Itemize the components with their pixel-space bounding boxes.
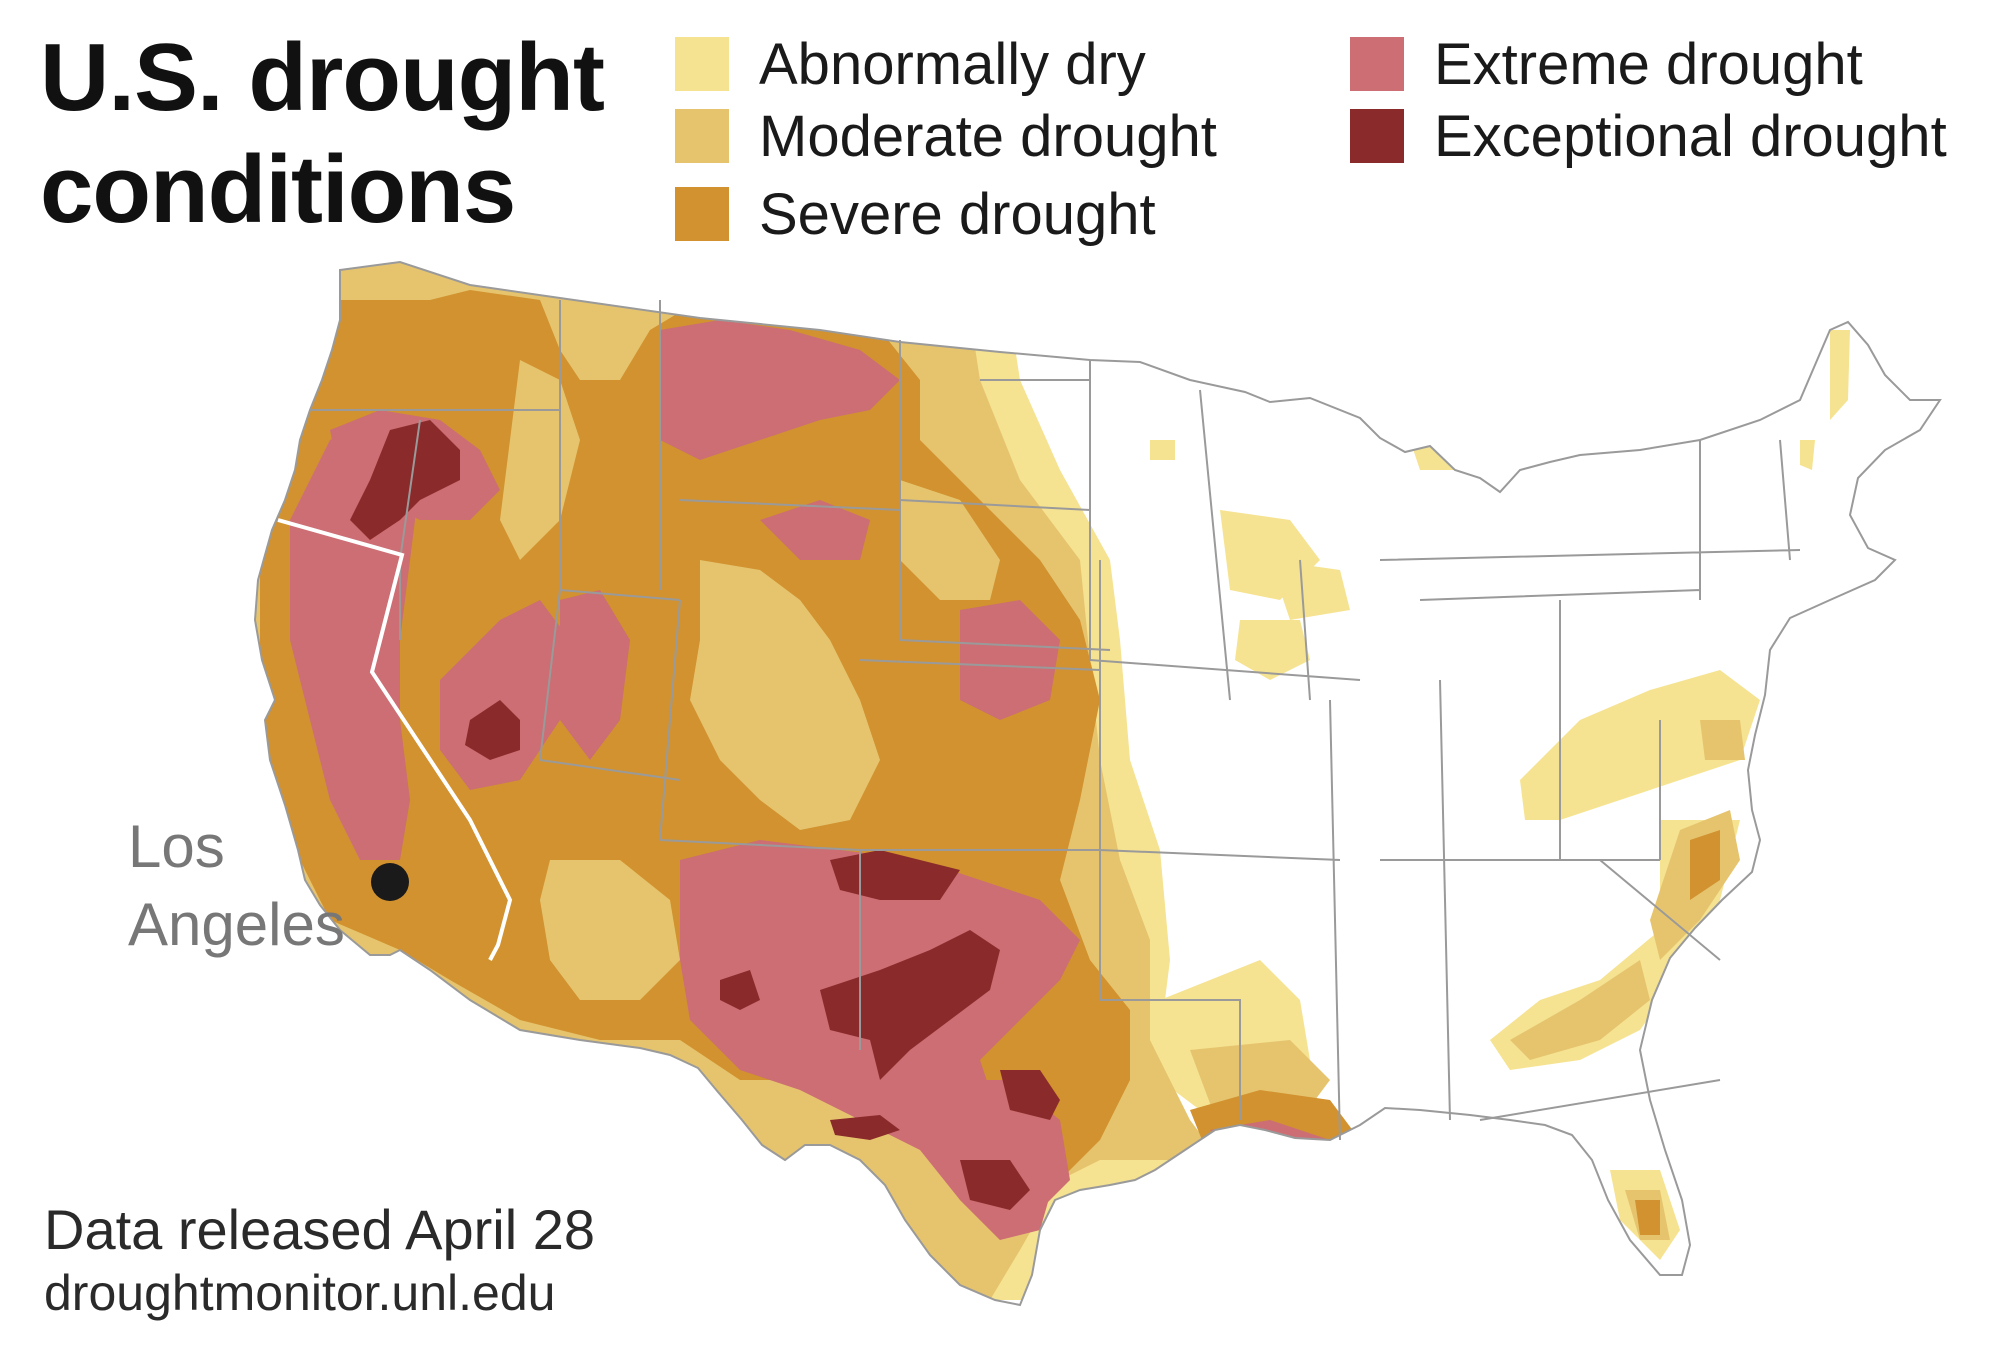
city-label-line-1: Los <box>128 813 225 880</box>
zone-d1-dakota <box>900 480 1000 600</box>
los-angeles-marker <box>371 863 409 901</box>
legend-label-moderate-drought: Moderate drought <box>759 103 1217 169</box>
map-title: U.S. drought conditions <box>40 22 660 246</box>
zone-d2-carolina <box>1690 830 1720 900</box>
zone-d4-oregon <box>350 420 460 540</box>
zone-d4-newmexico <box>820 930 1000 1080</box>
zone-d4-sw-blob <box>720 970 760 1010</box>
zone-d4-texas-south <box>960 1160 1030 1210</box>
legend-swatch-moderate-drought <box>675 109 729 163</box>
zone-d4-west-texas <box>830 1115 900 1140</box>
legend-label-severe-drought: Severe drought <box>759 181 1156 247</box>
legend-swatch-exceptional-drought <box>1350 109 1404 163</box>
zone-d3-montana <box>660 320 900 460</box>
title-line-1: U.S. drought <box>40 24 605 131</box>
legend-item-extreme-drought: Extreme drought <box>1350 32 1863 97</box>
legend-swatch-abnormally-dry <box>675 37 729 91</box>
zone-d4-panhandle <box>830 850 960 900</box>
drought-map <box>254 261 1941 1306</box>
california-border <box>277 518 513 961</box>
zone-d0-maine <box>1830 330 1850 420</box>
data-source: droughtmonitor.unl.edu <box>44 1265 556 1321</box>
legend-label-extreme-drought: Extreme drought <box>1434 31 1863 97</box>
legend-label-exceptional-drought: Exceptional drought <box>1434 103 1947 169</box>
zone-d3-california <box>290 420 420 860</box>
zone-d3-wyoming <box>760 500 870 560</box>
zone-d1-southeast <box>1510 960 1650 1060</box>
city-label-line-2: Angeles <box>128 891 345 958</box>
footer: Data released April 28 droughtmonitor.un… <box>44 1198 595 1324</box>
data-release-date: Data released April 28 <box>44 1198 596 1261</box>
legend-item-moderate-drought: Moderate drought <box>675 104 1217 169</box>
layer-exceptional-drought <box>350 420 1060 1210</box>
los-angeles-label: Los Angeles <box>128 808 345 964</box>
border-lines <box>310 300 1801 1141</box>
legend-item-exceptional-drought: Exceptional drought <box>1350 104 1947 169</box>
zone-d4-texas <box>1000 1070 1060 1120</box>
zone-d0-minnesota <box>1150 440 1175 460</box>
zone-d1-maryland <box>1700 720 1745 760</box>
zone-d0-illinois <box>1235 620 1310 680</box>
zone-d1-arizona <box>540 860 680 1000</box>
legend-swatch-extreme-drought <box>1350 37 1404 91</box>
zone-d0-appalachia <box>1520 670 1760 820</box>
zone-d1-wyoming <box>690 560 880 830</box>
zone-d0-vermont <box>1800 440 1815 470</box>
zone-d0-ohio <box>1270 560 1350 620</box>
zone-d3-nebraska <box>960 600 1060 720</box>
zone-d2-florida <box>1635 1200 1660 1235</box>
drought-layers <box>255 262 1850 1300</box>
legend: Abnormally dry Moderate drought Severe d… <box>675 32 1995 254</box>
zone-d3-utah <box>560 590 630 760</box>
legend-label-abnormally-dry: Abnormally dry <box>759 31 1146 97</box>
legend-item-abnormally-dry: Abnormally dry <box>675 32 1146 97</box>
zone-d0-michigan-up <box>1410 440 1460 470</box>
title-line-2: conditions <box>40 136 516 243</box>
zone-d4-nevada <box>465 700 520 760</box>
legend-item-severe-drought: Severe drought <box>675 182 1156 247</box>
state-borders <box>254 261 1941 1306</box>
legend-swatch-severe-drought <box>675 187 729 241</box>
